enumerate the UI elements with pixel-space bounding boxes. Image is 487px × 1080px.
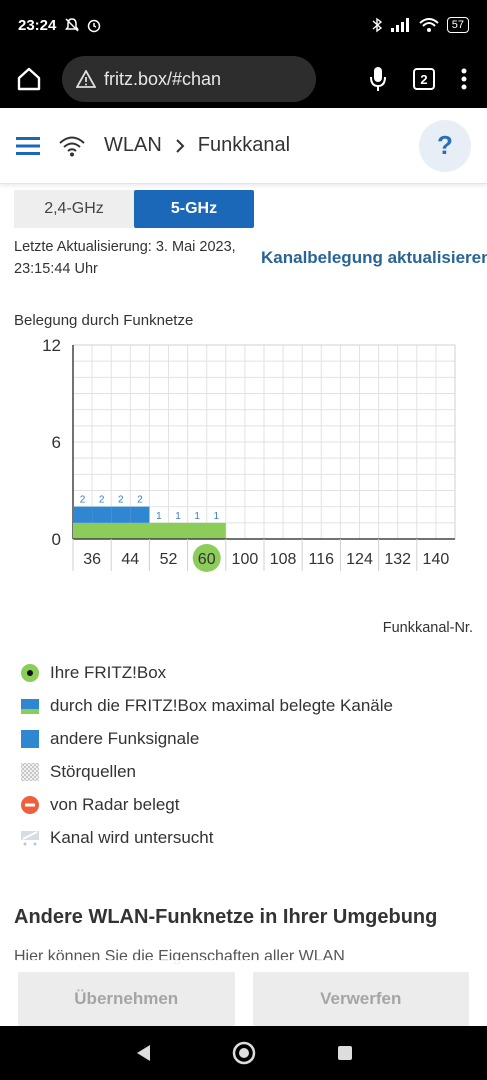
legend-item: Kanal wird untersucht bbox=[20, 821, 393, 854]
refresh-channel-link[interactable]: Kanalbelegung aktualisieren bbox=[261, 248, 487, 267]
current-channel-marker bbox=[192, 544, 221, 572]
section-title: Andere WLAN-Funknetze in Ihrer Umgebung bbox=[14, 906, 438, 928]
fritzbox-dot-icon bbox=[21, 663, 39, 682]
footer-actions: Übernehmen Verwerfen bbox=[0, 960, 487, 1026]
last-update-line1: Letzte Aktualisierung: 3. Mai 2023, bbox=[14, 239, 236, 255]
bar-value-label: 1 bbox=[175, 511, 181, 522]
band-toggle: 2,4-GHz 5-GHz bbox=[14, 190, 254, 228]
bar-value-label: 1 bbox=[194, 511, 200, 522]
y-tick-label: 12 bbox=[42, 336, 61, 355]
x-tick-label: 44 bbox=[121, 551, 139, 568]
legend-item: durch die FRITZ!Box maximal belegte Kanä… bbox=[20, 689, 393, 722]
chart-title: Belegung durch Funknetze bbox=[14, 312, 194, 329]
microphone-icon[interactable] bbox=[369, 66, 387, 92]
home-button[interactable] bbox=[12, 62, 46, 96]
max-channels-icon bbox=[21, 698, 39, 714]
bar-value-label: 2 bbox=[99, 495, 105, 506]
radar-icon bbox=[21, 795, 39, 814]
apply-button[interactable]: Übernehmen bbox=[18, 972, 235, 1026]
x-tick-label: 116 bbox=[309, 551, 335, 568]
discard-button[interactable]: Verwerfen bbox=[252, 972, 469, 1026]
legend-label: durch die FRITZ!Box maximal belegte Kanä… bbox=[50, 695, 393, 715]
clock: 23:24 bbox=[18, 16, 57, 34]
bar-other-signals bbox=[111, 506, 131, 523]
other-signals-icon bbox=[21, 729, 39, 748]
bar-other-signals bbox=[130, 506, 150, 523]
home-icon bbox=[17, 67, 41, 91]
signal-icon bbox=[390, 18, 409, 32]
site-info-icon[interactable] bbox=[76, 70, 96, 88]
legend-label: Kanal wird untersucht bbox=[50, 827, 214, 847]
x-tick-label: 52 bbox=[160, 551, 178, 568]
home-nav-icon[interactable] bbox=[232, 1041, 256, 1065]
bar-other-signals bbox=[92, 506, 112, 523]
x-tick-label: 36 bbox=[83, 551, 101, 568]
page-title: Funkkanal bbox=[197, 134, 291, 156]
interference-icon bbox=[21, 762, 39, 781]
legend-item: Störquellen bbox=[20, 755, 393, 788]
legend-label: Störquellen bbox=[50, 761, 137, 781]
android-nav-bar bbox=[0, 1026, 487, 1080]
x-tick-label: 108 bbox=[270, 551, 297, 568]
chevron-right-icon bbox=[176, 138, 185, 153]
bar-value-label: 2 bbox=[80, 495, 86, 506]
bar-value-label: 2 bbox=[118, 495, 124, 506]
wifi-icon bbox=[59, 136, 85, 156]
x-tick-label: 100 bbox=[232, 551, 259, 568]
back-icon[interactable] bbox=[134, 1043, 152, 1063]
app-header: WLAN Funkkanal ? bbox=[0, 108, 487, 184]
last-update-text: Letzte Aktualisierung: 3. Mai 2023, 23:1… bbox=[14, 236, 264, 280]
x-axis-title: Funkkanal-Nr. bbox=[382, 620, 473, 636]
channel-chart: 0 6 12 2 2 2 2 1 1 1 1 36 44 52 60 100 108 116 124 132 140 bbox=[42, 336, 456, 572]
bar-other-signals bbox=[73, 506, 93, 523]
recents-icon[interactable] bbox=[336, 1044, 354, 1062]
bar-fritzbox-channels bbox=[73, 522, 226, 539]
legend-label: andere Funksignale bbox=[50, 728, 200, 748]
browser-toolbar: fritz.box/#chan 2 bbox=[0, 50, 487, 108]
band-5ghz-button[interactable]: 5-GHz bbox=[134, 190, 254, 228]
bar-value-label: 1 bbox=[156, 511, 162, 522]
bar-value-label: 1 bbox=[213, 511, 219, 522]
tab-switcher-button[interactable]: 2 bbox=[413, 68, 435, 90]
legend-label: von Radar belegt bbox=[50, 794, 180, 814]
bluetooth-icon bbox=[372, 17, 382, 33]
alarm-icon bbox=[88, 19, 101, 33]
bell-muted-icon bbox=[65, 18, 80, 32]
band-24ghz-button[interactable]: 2,4-GHz bbox=[14, 190, 134, 228]
legend-item: andere Funksignale bbox=[20, 722, 393, 755]
status-bar: 23:24 57 bbox=[0, 0, 487, 50]
url-bar[interactable]: fritz.box/#chan bbox=[62, 56, 316, 102]
bar-value-label: 2 bbox=[137, 495, 143, 506]
last-update-line2: 23:15:44 Uhr bbox=[14, 261, 98, 277]
x-tick-label: 140 bbox=[423, 551, 450, 568]
breadcrumb-wlan[interactable]: WLAN bbox=[104, 134, 162, 156]
x-tick-label: 60 bbox=[198, 551, 216, 568]
channel-checking-icon bbox=[21, 830, 39, 845]
url-text: fritz.box/#chan bbox=[104, 68, 222, 89]
legend-label: Ihre FRITZ!Box bbox=[50, 662, 167, 682]
y-tick-label: 6 bbox=[52, 433, 61, 452]
legend-item: Ihre FRITZ!Box bbox=[20, 656, 393, 689]
battery-icon: 57 bbox=[446, 17, 469, 33]
hamburger-menu-icon[interactable] bbox=[16, 136, 40, 156]
x-tick-label: 124 bbox=[346, 551, 373, 568]
wifi-status-icon bbox=[419, 18, 439, 32]
y-tick-label: 0 bbox=[52, 530, 61, 549]
more-menu-icon[interactable] bbox=[461, 68, 467, 90]
chart-legend: Ihre FRITZ!Box durch die FRITZ!Box maxim… bbox=[20, 656, 393, 854]
legend-item: von Radar belegt bbox=[20, 788, 393, 821]
help-button[interactable]: ? bbox=[419, 119, 471, 172]
x-tick-label: 132 bbox=[384, 551, 411, 568]
